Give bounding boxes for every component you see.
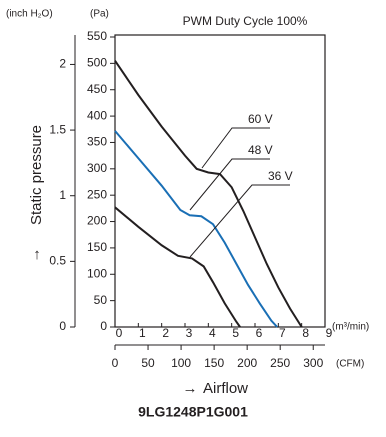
y2-tick-label: 0 (59, 319, 66, 333)
y-tick-label: 500 (87, 56, 107, 70)
x-tick-label: 3 (186, 326, 193, 340)
leader (189, 184, 290, 258)
x-tick-label: 9 (326, 326, 333, 340)
y2-tick-label: 2 (59, 57, 66, 71)
x-tick-label: 4 (209, 326, 216, 340)
x2-tick-label: 150 (204, 356, 224, 370)
x2-tick-label: 200 (237, 356, 257, 370)
chart-title: PWM Duty Cycle 100% (183, 14, 308, 28)
plot-frame (114, 34, 326, 328)
y2-tick-label: 1 (59, 188, 66, 202)
y-tick-label: 350 (87, 135, 107, 149)
x-tick-label: 1 (139, 326, 146, 340)
x-tick-label: 2 (162, 326, 169, 340)
y-tick-label: 200 (87, 214, 107, 228)
y-tick-label: 400 (87, 108, 107, 122)
x-tick-label: 6 (256, 326, 263, 340)
x2-tick-label: 100 (171, 356, 191, 370)
x2-unit: (CFM) (336, 359, 364, 370)
x-arrow: → (183, 380, 198, 397)
x2-tick-label: 0 (112, 356, 119, 370)
x-tick-label: 8 (302, 326, 309, 340)
y2-tick-label: 0.5 (49, 254, 66, 268)
series-label: 48 V (248, 143, 273, 157)
y-tick-label: 50 (94, 293, 108, 307)
y-tick-label: 100 (87, 266, 107, 280)
y-unit: (Pa) (90, 9, 109, 20)
x2-tick-label: 50 (141, 356, 155, 370)
y-tick-label: 550 (87, 29, 107, 43)
y-tick-label: 250 (87, 187, 107, 201)
series-label: 60 V (248, 112, 273, 126)
y-tick-label: 0 (100, 319, 107, 333)
x-tick-label: 7 (279, 326, 286, 340)
y-tick-label: 450 (87, 82, 107, 96)
curve (114, 130, 278, 328)
x-tick-label: 5 (232, 326, 239, 340)
y-tick-label: 150 (87, 240, 107, 254)
x-label: Airflow (203, 380, 248, 397)
leader (189, 158, 270, 211)
x-unit: (m³/min) (332, 322, 369, 333)
y-label: Static pressure (28, 125, 45, 225)
x-tick-label: 0 (116, 326, 123, 340)
footer: 9LG1248P1G001 (138, 404, 248, 420)
y-tick-label: 300 (87, 161, 107, 175)
x2-tick-label: 250 (270, 356, 290, 370)
leader (201, 127, 270, 169)
series-label: 36 V (268, 169, 293, 183)
x2-tick-label: 300 (303, 356, 323, 370)
y2-tick-label: 1.5 (49, 122, 66, 136)
y2-unit: (inch H₂O) (6, 9, 53, 20)
curve (114, 206, 241, 328)
curve (114, 60, 303, 328)
y-arrow: ↑ (33, 246, 41, 263)
